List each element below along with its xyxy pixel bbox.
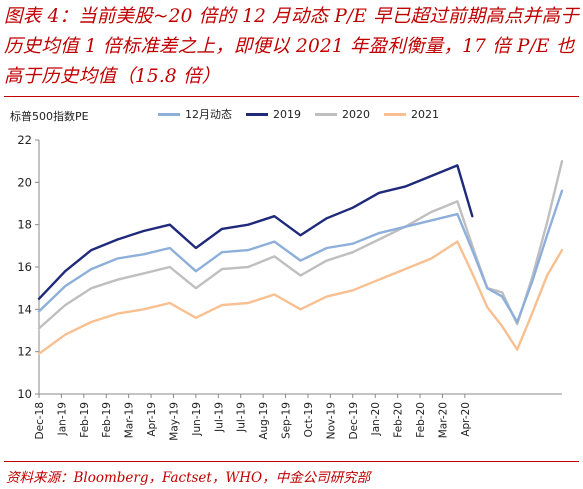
x-tick-label-17: Feb-20 <box>415 402 427 438</box>
legend-item-series-3: 2021 <box>384 106 439 122</box>
x-tick-label-16: Feb-20 <box>393 402 405 438</box>
legend-item-series-2: 2020 <box>315 106 370 122</box>
legend-label-series-0: 12月动态 <box>185 108 232 121</box>
y-tick-label-20: 20 <box>17 175 32 189</box>
series-line-3 <box>37 240 564 355</box>
legend-swatch-series-1 <box>246 112 268 116</box>
x-tick-label-4: Mar-19 <box>124 402 136 438</box>
series-line-2 <box>37 160 564 330</box>
y-tick-label-22: 22 <box>17 133 32 147</box>
x-tick-label-3: Feb-19 <box>101 402 113 438</box>
series-line-0 <box>37 189 564 324</box>
chart-legend: 12月动态 2019 2020 2021 <box>158 106 439 122</box>
legend-label-series-2: 2020 <box>342 107 370 121</box>
y-tick-label-10: 10 <box>17 387 32 401</box>
series-line-1 <box>37 164 474 300</box>
source-divider <box>4 461 579 462</box>
x-tick-label-0: Dec-18 <box>34 402 46 439</box>
legend-swatch-series-2 <box>315 112 337 116</box>
legend-swatch-series-0 <box>158 112 180 116</box>
legend-item-series-0: 12月动态 <box>158 106 232 122</box>
legend-label-series-3: 2021 <box>411 107 439 121</box>
y-tick-label-12: 12 <box>17 345 32 359</box>
x-tick-label-2: Feb-19 <box>79 402 91 438</box>
legend-item-series-1: 2019 <box>246 106 301 122</box>
y-tick-label-16: 16 <box>17 260 32 274</box>
x-tick-label-18: Mar-20 <box>437 402 449 438</box>
source-note: 资料来源：Bloomberg，Factset，WHO，中金公司研究部 <box>6 470 371 486</box>
x-tick-label-13: Nov-19 <box>325 402 337 439</box>
x-tick-label-5: Apr-19 <box>146 402 158 437</box>
chart-title: 图表 4：当前美股~20 倍的 12 月动态 P/E 早已超过前期高点并高于历史… <box>4 6 579 87</box>
x-tick-label-1: Jan-19 <box>56 402 68 436</box>
x-tick-label-9: Jul-19 <box>236 402 248 433</box>
y-axis-label: 标普500指数PE <box>10 110 89 123</box>
x-tick-label-6: May-19 <box>168 402 180 441</box>
x-tick-label-15: Jan-20 <box>370 402 382 436</box>
y-tick-label-14: 14 <box>17 302 32 316</box>
x-tick-label-7: Jun-19 <box>191 402 203 437</box>
legend-swatch-series-3 <box>384 112 406 116</box>
y-tick-label-18: 18 <box>17 218 32 232</box>
x-tick-label-10: Aug-19 <box>258 402 270 440</box>
x-tick-label-8: Jul-19 <box>213 402 225 433</box>
title-divider <box>4 96 579 97</box>
x-tick-label-11: Sep-19 <box>281 402 293 439</box>
x-tick-label-12: Oct-19 <box>303 402 315 437</box>
x-tick-label-14: Dec-19 <box>348 402 360 439</box>
legend-label-series-1: 2019 <box>273 107 301 121</box>
x-tick-label-19: Apr-20 <box>460 402 472 437</box>
